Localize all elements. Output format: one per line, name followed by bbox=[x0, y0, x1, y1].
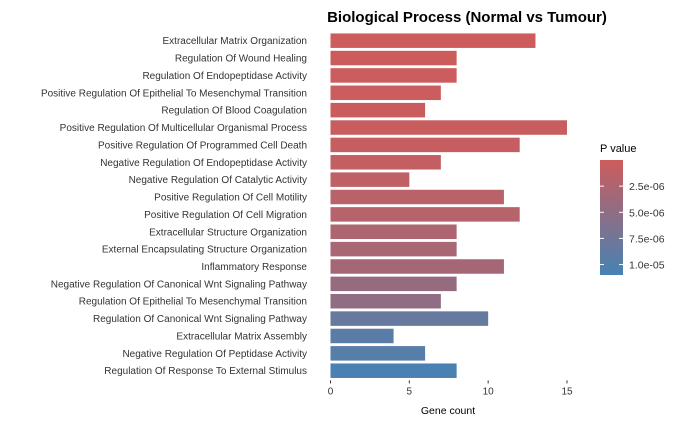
legend-title: P value bbox=[600, 143, 637, 155]
category-label: Negative Regulation Of Endopeptidase Act… bbox=[100, 158, 307, 169]
legend-tick-label: 5.0e-06 bbox=[629, 207, 665, 219]
category-label: Regulation Of Response To External Stimu… bbox=[104, 366, 307, 377]
x-tick-label: 5 bbox=[407, 386, 413, 397]
bar bbox=[330, 363, 457, 378]
bar bbox=[330, 311, 489, 326]
bar bbox=[330, 346, 426, 361]
bar bbox=[330, 224, 457, 240]
category-label: Positive Regulation Of Multicellular Org… bbox=[60, 123, 307, 134]
bar bbox=[330, 85, 441, 101]
x-axis-title: Gene count bbox=[421, 405, 475, 417]
x-tick-label: 0 bbox=[328, 386, 334, 397]
bar bbox=[330, 189, 504, 205]
category-label: Regulation Of Wound Healing bbox=[175, 54, 307, 65]
chart-title: Biological Process (Normal vs Tumour) bbox=[327, 9, 607, 26]
x-tick-label: 10 bbox=[483, 386, 495, 397]
legend-tick-label: 7.5e-06 bbox=[629, 233, 665, 245]
category-label: Extracellular Structure Organization bbox=[149, 227, 307, 238]
legend-tick-label: 1.0e-05 bbox=[629, 260, 665, 272]
bar bbox=[330, 137, 520, 153]
category-label: Regulation Of Canonical Wnt Signaling Pa… bbox=[93, 314, 307, 325]
category-label: Regulation Of Epithelial To Mesenchymal … bbox=[79, 297, 307, 308]
bars-layer bbox=[330, 33, 567, 378]
category-label: Positive Regulation Of Cell Motility bbox=[154, 193, 307, 204]
bar bbox=[330, 276, 457, 292]
category-label: Positive Regulation Of Epithelial To Mes… bbox=[41, 88, 307, 99]
category-label: Inflammatory Response bbox=[201, 262, 307, 273]
bar bbox=[330, 155, 441, 170]
x-tick-label: 15 bbox=[561, 386, 573, 397]
bar bbox=[330, 102, 426, 118]
bar bbox=[330, 33, 536, 48]
legend-colorbar bbox=[600, 160, 623, 275]
bar bbox=[330, 68, 457, 83]
bar bbox=[330, 241, 457, 257]
category-label: Extracellular Matrix Organization bbox=[163, 36, 308, 47]
category-label: Negative Regulation Of Peptidase Activit… bbox=[122, 349, 307, 360]
x-axis: 0 5 10 15 bbox=[328, 380, 573, 397]
bar bbox=[330, 172, 410, 187]
category-labels: Extracellular Matrix Organization Regulat… bbox=[41, 36, 307, 377]
category-label: Negative Regulation Of Catalytic Activit… bbox=[129, 175, 307, 186]
legend-ticks: 2.5e-06 5.0e-06 7.5e-06 1.0e-05 bbox=[600, 181, 665, 272]
bar bbox=[330, 259, 504, 274]
bar bbox=[330, 120, 567, 135]
bar bbox=[330, 207, 520, 222]
category-label: Regulation Of Blood Coagulation bbox=[161, 106, 307, 117]
category-label: Extracellular Matrix Assembly bbox=[176, 331, 307, 342]
category-label: Regulation Of Endopeptidase Activity bbox=[142, 71, 307, 82]
category-label: Positive Regulation Of Programmed Cell D… bbox=[98, 140, 307, 151]
bar bbox=[330, 50, 457, 66]
category-label: External Encapsulating Structure Organiz… bbox=[102, 245, 307, 256]
bar bbox=[330, 293, 441, 309]
category-label: Positive Regulation Of Cell Migration bbox=[144, 210, 307, 221]
legend: P value 2.5e-06 5.0e-06 7.5e-06 1.0e-05 bbox=[600, 143, 665, 275]
legend-tick-label: 2.5e-06 bbox=[629, 181, 665, 193]
category-label: Negative Regulation Of Canonical Wnt Sig… bbox=[51, 279, 307, 290]
bar bbox=[330, 328, 394, 344]
